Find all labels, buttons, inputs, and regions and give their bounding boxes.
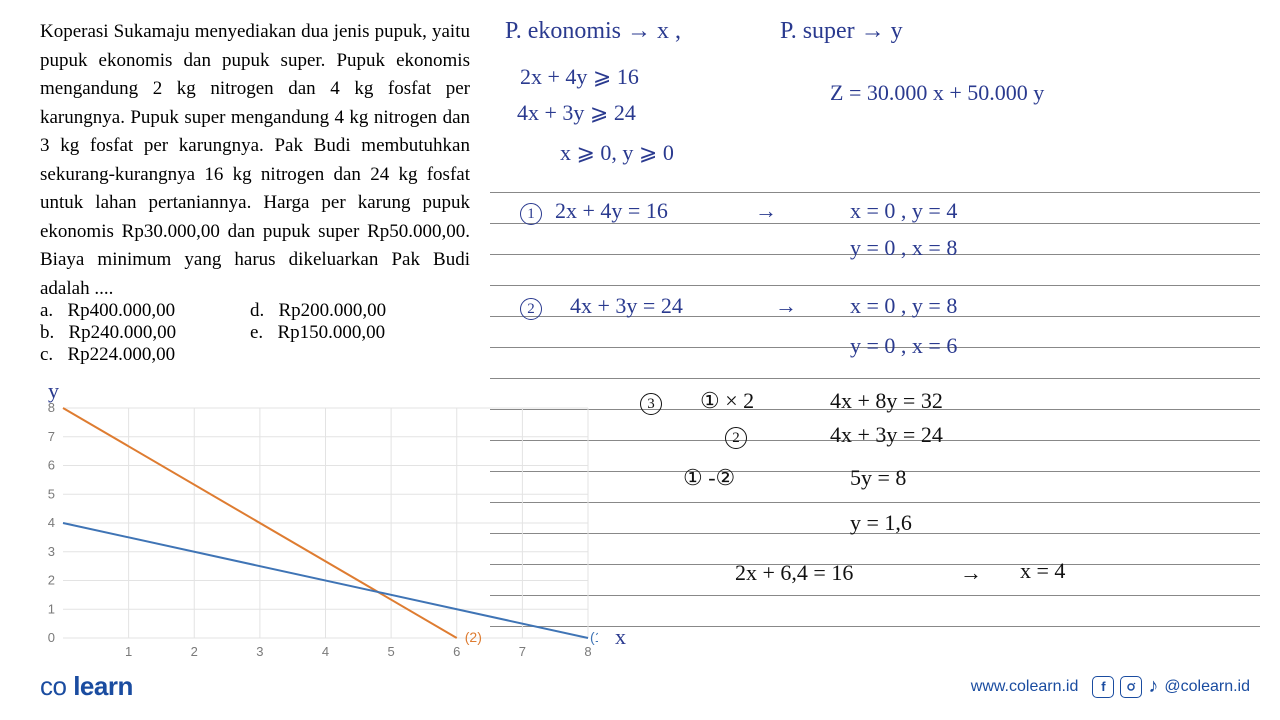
- hw-arrow-1: →: [755, 198, 777, 224]
- svg-text:5: 5: [388, 644, 395, 659]
- hw-eq-1: 2x + 4y = 16: [555, 198, 668, 224]
- footer-right: www.colearn.id f ♪ @colearn.id: [971, 675, 1250, 698]
- logo-co: co: [40, 671, 66, 701]
- hw-step-2r: 4x + 3y = 24: [830, 422, 943, 448]
- svg-text:7: 7: [519, 644, 526, 659]
- option-b-text: Rp240.000,00: [69, 322, 177, 343]
- option-e-text: Rp150.000,00: [277, 322, 385, 343]
- hw-step-4r: y = 1,6: [850, 510, 912, 536]
- footer-handle: @colearn.id: [1164, 678, 1250, 696]
- svg-text:7: 7: [48, 429, 55, 444]
- hw-step-3r: 5y = 8: [850, 465, 906, 491]
- svg-text:4: 4: [322, 644, 329, 659]
- hw-circ-3: 3: [640, 388, 662, 415]
- footer: co learn www.colearn.id f ♪ @colearn.id: [40, 671, 1250, 702]
- hw-eq-2a: x = 0 , y = 8: [850, 293, 957, 319]
- hw-eq-1b: y = 0 , x = 8: [850, 235, 957, 261]
- facebook-icon: f: [1092, 676, 1114, 698]
- hw-eq-2: 4x + 3y = 24: [570, 293, 683, 319]
- hw-step-5: 2x + 6,4 = 16: [735, 560, 853, 586]
- svg-text:2: 2: [48, 573, 55, 588]
- instagram-icon: [1120, 676, 1142, 698]
- svg-text:1: 1: [48, 601, 55, 616]
- hw-constraint-2: 4x + 3y ⩾ 24: [517, 100, 636, 126]
- svg-text:4: 4: [48, 515, 55, 530]
- option-c: c. Rp224.000,00: [40, 344, 250, 366]
- svg-text:0: 0: [48, 630, 55, 645]
- svg-text:(2): (2): [465, 629, 482, 645]
- option-c-text: Rp224.000,00: [67, 344, 175, 365]
- logo-learn: learn: [73, 671, 133, 701]
- hw-arrow-3: →: [960, 560, 982, 586]
- hw-var-x: P. ekonomis → x ,: [505, 18, 681, 45]
- tiktok-icon: ♪: [1148, 675, 1158, 698]
- svg-text:(1): (1): [590, 629, 598, 645]
- linear-chart: 01234567812345678(2)(1): [28, 398, 598, 668]
- hw-circ-1: 1: [520, 198, 542, 225]
- hw-circ-2: 2: [520, 293, 542, 320]
- problem-text: Koperasi Sukamaju menyediakan dua jenis …: [40, 18, 470, 303]
- options-block: a. Rp400.000,00 d. Rp200.000,00 b. Rp240…: [40, 300, 460, 366]
- footer-url: www.colearn.id: [971, 678, 1079, 696]
- svg-text:8: 8: [584, 644, 591, 659]
- svg-text:1: 1: [125, 644, 132, 659]
- hw-var-y: P. super → y: [780, 18, 903, 45]
- logo: co learn: [40, 671, 133, 702]
- hw-step-5r: x = 4: [1020, 558, 1065, 584]
- svg-text:6: 6: [453, 644, 460, 659]
- hw-step-1: ① × 2: [700, 388, 754, 414]
- hw-constraint-1: 2x + 4y ⩾ 16: [520, 64, 639, 90]
- svg-text:2: 2: [191, 644, 198, 659]
- x-axis-label: x: [615, 624, 626, 650]
- option-a-text: Rp400.000,00: [67, 300, 175, 321]
- svg-text:3: 3: [48, 544, 55, 559]
- hw-eq-1a: x = 0 , y = 4: [850, 198, 957, 224]
- hw-step-1r: 4x + 8y = 32: [830, 388, 943, 414]
- svg-text:6: 6: [48, 458, 55, 473]
- option-a: a. Rp400.000,00: [40, 300, 250, 322]
- option-d-text: Rp200.000,00: [279, 300, 387, 321]
- svg-text:3: 3: [256, 644, 263, 659]
- option-e: e. Rp150.000,00: [250, 322, 460, 344]
- hw-step-2-circ: 2: [725, 422, 747, 449]
- social-icons: f ♪ @colearn.id: [1092, 675, 1250, 698]
- hw-arrow-2: →: [775, 293, 797, 319]
- svg-text:5: 5: [48, 486, 55, 501]
- hw-constraint-3: x ⩾ 0, y ⩾ 0: [560, 140, 674, 166]
- hw-step-3: ① -②: [683, 465, 735, 491]
- y-axis-label: y: [48, 378, 59, 404]
- hw-objective: Z = 30.000 x + 50.000 y: [830, 80, 1044, 106]
- option-d: d. Rp200.000,00: [250, 300, 460, 322]
- hw-eq-2b: y = 0 , x = 6: [850, 333, 957, 359]
- option-b: b. Rp240.000,00: [40, 322, 250, 344]
